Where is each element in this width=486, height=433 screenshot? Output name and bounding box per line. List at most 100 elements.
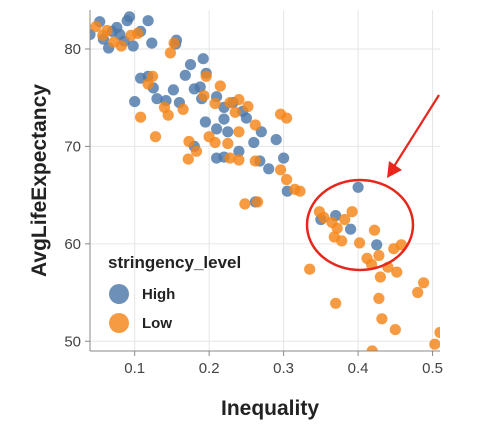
x-tick-label: 0.3 xyxy=(273,360,294,377)
x-tick-label: 0.5 xyxy=(422,360,443,377)
data-point-high xyxy=(371,239,383,251)
data-point-high xyxy=(233,145,245,157)
data-point-low xyxy=(281,112,293,124)
data-point-low xyxy=(242,100,254,113)
data-point-low xyxy=(162,109,174,121)
data-point-low xyxy=(233,154,245,166)
y-tick-label: 70 xyxy=(64,138,81,155)
data-point-high xyxy=(127,40,139,52)
data-point-high xyxy=(167,84,179,96)
data-point-low xyxy=(135,111,147,123)
data-point-low xyxy=(224,152,236,164)
annotation xyxy=(305,94,440,272)
data-point-low xyxy=(318,211,330,224)
data-point-high xyxy=(146,37,158,49)
data-point-low xyxy=(233,94,245,106)
data-point-high xyxy=(194,81,206,93)
data-point-low xyxy=(214,80,226,92)
x-tick-label: 0.1 xyxy=(124,360,145,377)
y-tick-label: 60 xyxy=(64,236,81,253)
y-tick-label: 80 xyxy=(64,41,81,58)
data-point-low xyxy=(164,47,176,59)
data-point-low xyxy=(365,258,378,270)
data-point-low xyxy=(336,235,348,247)
data-point-low xyxy=(249,119,261,131)
data-point-low xyxy=(281,173,293,186)
data-point-low xyxy=(209,136,221,149)
data-point-low xyxy=(275,164,287,176)
legend: stringency_level High Low xyxy=(108,253,241,333)
data-point-high xyxy=(123,11,136,23)
data-point-low xyxy=(209,97,221,110)
data-point-high xyxy=(184,59,197,71)
data-point-low xyxy=(222,137,234,150)
data-point-low xyxy=(177,103,189,115)
data-point-high xyxy=(345,223,357,235)
data-point-low xyxy=(224,97,236,109)
data-point-low xyxy=(373,249,385,262)
data-point-high xyxy=(211,123,223,135)
data-point-high xyxy=(270,134,282,146)
data-point-high xyxy=(240,112,252,124)
axes: 0.1 0.2 0.3 0.4 0.5 50 60 70 80 Inequality AvgLife… xyxy=(28,10,443,420)
data-point-low xyxy=(101,24,113,37)
data-point-low xyxy=(330,297,342,309)
data-point-high xyxy=(278,152,290,164)
data-point-low xyxy=(252,196,264,208)
data-point-low xyxy=(354,237,366,249)
data-point-low xyxy=(373,292,385,304)
data-point-low xyxy=(395,239,407,251)
data-point-low xyxy=(168,37,180,49)
data-point-low xyxy=(429,338,440,350)
legend-title: stringency_level xyxy=(108,253,241,272)
data-point-high xyxy=(129,96,141,108)
data-point-low xyxy=(294,185,306,197)
data-point-high xyxy=(151,93,163,105)
y-axis-title: AvgLifeExpectancy xyxy=(28,84,51,277)
data-point-low xyxy=(198,90,210,102)
data-point-low xyxy=(389,324,401,336)
legend-symbol-high xyxy=(109,284,129,304)
data-point-high xyxy=(352,181,364,193)
data-point-high xyxy=(142,15,154,27)
x-tick-label: 0.4 xyxy=(348,360,369,377)
data-point-high xyxy=(179,69,191,81)
data-point-high xyxy=(197,53,209,65)
data-point-low xyxy=(115,40,127,52)
data-point-low xyxy=(132,27,144,39)
legend-symbol-low xyxy=(109,313,129,333)
data-point-low xyxy=(366,345,378,351)
data-point-low xyxy=(200,70,212,82)
data-point-high xyxy=(263,163,275,175)
data-point-low xyxy=(233,126,245,138)
data-point-low xyxy=(190,145,203,157)
data-point-low xyxy=(331,222,343,234)
x-tick-label: 0.2 xyxy=(199,360,220,377)
data-point-low xyxy=(391,266,403,278)
highlight-ellipse xyxy=(305,178,415,272)
data-point-low xyxy=(418,277,430,289)
data-point-low xyxy=(346,206,358,218)
data-point-high xyxy=(199,116,211,128)
annotation-arrow-shaft xyxy=(392,94,440,169)
data-point-low xyxy=(249,155,261,167)
data-point-low xyxy=(147,70,159,82)
data-point-high xyxy=(222,126,234,138)
data-point-low xyxy=(376,313,388,325)
data-point-low xyxy=(149,131,162,143)
data-point-low xyxy=(239,198,251,210)
legend-label-low: Low xyxy=(142,315,172,332)
data-point-low xyxy=(182,153,194,165)
data-point-low xyxy=(183,135,195,148)
data-point-low xyxy=(412,286,424,299)
x-axis-title: Inequality xyxy=(221,397,319,420)
data-point-low xyxy=(434,326,440,339)
data-point-high xyxy=(218,113,230,125)
grid xyxy=(90,10,440,351)
data-point-high xyxy=(248,136,260,149)
legend-label-high: High xyxy=(142,286,175,303)
data-point-low xyxy=(368,224,381,236)
y-tick-label: 50 xyxy=(64,333,81,350)
